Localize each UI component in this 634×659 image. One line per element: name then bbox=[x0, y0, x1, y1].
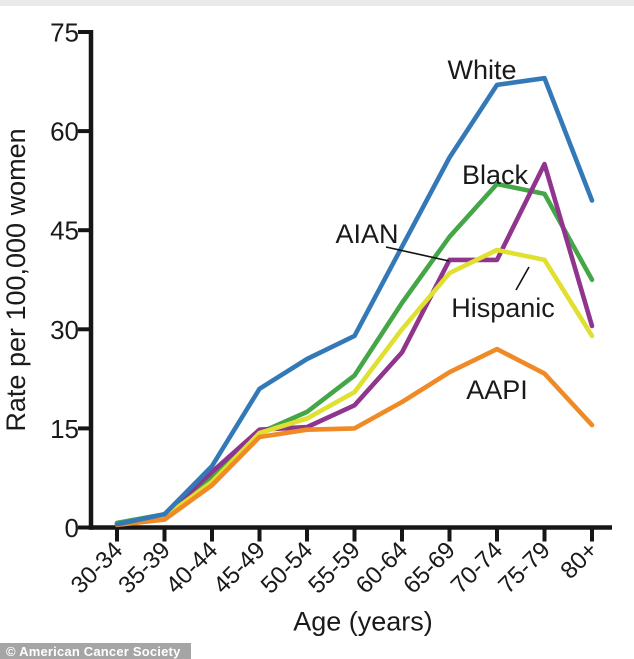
x-axis-title: Age (years) bbox=[293, 607, 433, 637]
axes bbox=[88, 30, 612, 530]
series-line-hispanic bbox=[114, 247, 595, 527]
x-tick-label: 70-74 bbox=[446, 537, 509, 600]
x-axis-ticks: 30-3435-3940-4445-4950-5455-5960-6465-69… bbox=[66, 529, 603, 600]
series-label-white: White bbox=[447, 55, 516, 85]
y-tick-label: 75 bbox=[50, 18, 79, 48]
series-lines bbox=[114, 75, 595, 528]
series-line-aapi bbox=[114, 346, 595, 528]
y-tick-label: 45 bbox=[50, 216, 79, 246]
x-tick-label: 45-49 bbox=[208, 537, 271, 600]
callout-line-aian bbox=[385, 246, 450, 262]
series-label-aian: AIAN bbox=[335, 219, 398, 249]
callout-line-hispanic bbox=[515, 266, 530, 291]
x-tick-label: 80+ bbox=[555, 537, 603, 585]
series-labels: White Black AIAN Hispanic AAPI bbox=[335, 55, 554, 405]
top-strip bbox=[0, 0, 634, 6]
x-tick-label: 55-59 bbox=[303, 537, 366, 600]
y-tick-label: 15 bbox=[50, 414, 79, 444]
x-tick-label: 30-34 bbox=[66, 537, 129, 600]
age-rate-line-chart: 0 15 30 45 60 75 30-3435-3940-4445-4950-5455-5… bbox=[1, 18, 612, 637]
x-tick-label: 40-44 bbox=[161, 537, 224, 600]
y-tick-label: 60 bbox=[50, 117, 79, 147]
x-tick-label: 35-39 bbox=[113, 537, 176, 600]
series-label-hispanic: Hispanic bbox=[451, 293, 555, 323]
series-label-black: Black bbox=[462, 160, 529, 190]
y-axis-ticks: 0 15 30 45 60 75 bbox=[50, 18, 89, 543]
series-line-aian bbox=[114, 161, 595, 527]
y-tick-label: 30 bbox=[50, 315, 79, 345]
x-tick-label: 75-79 bbox=[493, 537, 556, 600]
copyright-badge: © American Cancer Society bbox=[0, 643, 191, 659]
chart-area: 0 15 30 45 60 75 30-34 35-39 40-44 45-49 50-54 55-5… bbox=[0, 6, 634, 651]
y-tick-label: 0 bbox=[65, 513, 79, 543]
x-tick-label: 65-69 bbox=[398, 537, 461, 600]
x-tick-label: 50-54 bbox=[256, 537, 319, 600]
x-tick-label: 60-64 bbox=[351, 537, 414, 600]
series-line-white bbox=[114, 75, 595, 527]
copyright-text: © American Cancer Society bbox=[6, 643, 181, 659]
callout-lines bbox=[385, 246, 530, 291]
y-axis-title: Rate per 100,000 women bbox=[1, 128, 31, 431]
series-label-aapi: AAPI bbox=[466, 375, 528, 405]
